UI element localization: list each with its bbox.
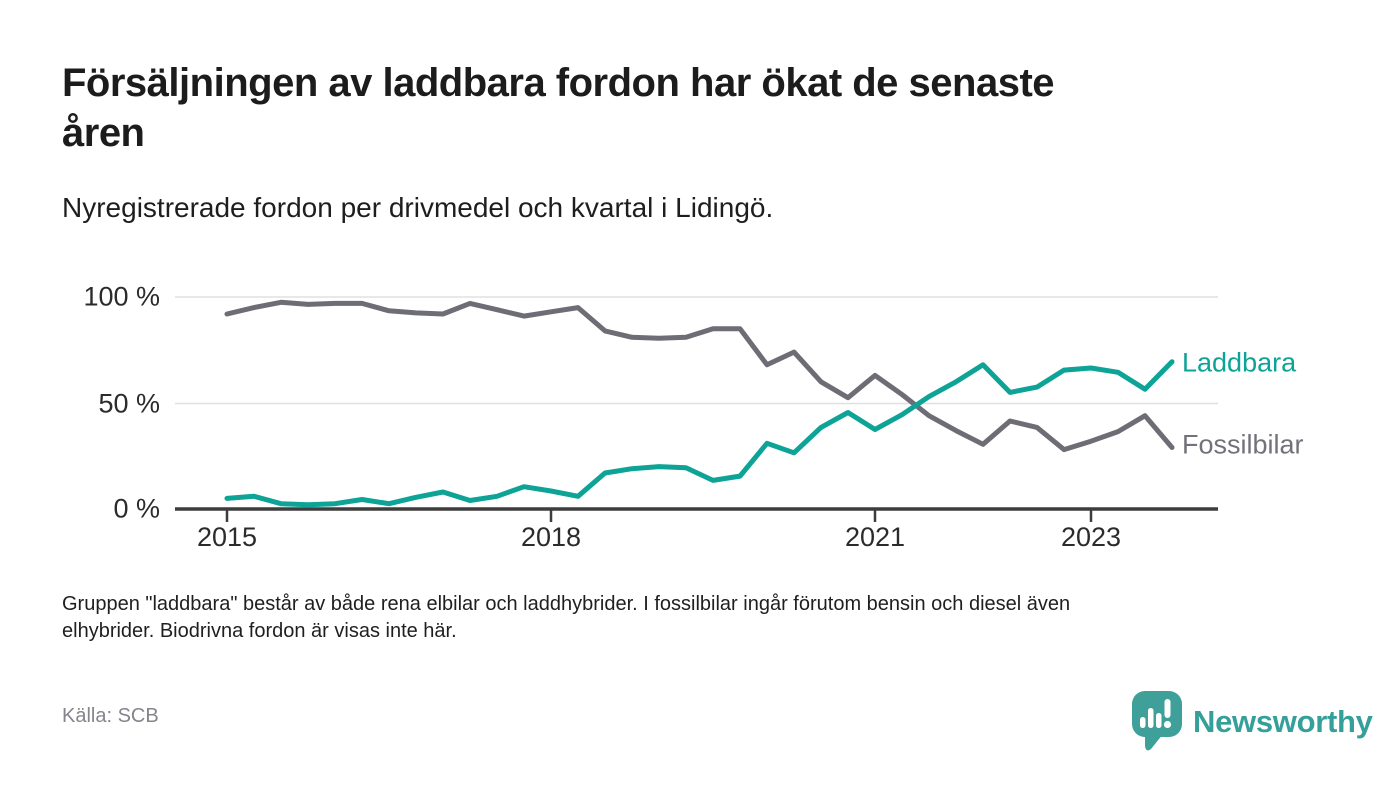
- logo-bar-3: [1156, 713, 1162, 728]
- logo-bar-1: [1140, 717, 1146, 728]
- logo-exclamation-dot: [1163, 720, 1172, 729]
- newsworthy-logo-icon: [1132, 691, 1182, 751]
- chart-subtitle: Nyregistrerade fordon per drivmedel och …: [62, 192, 774, 223]
- chart-lines: [224, 299, 1175, 508]
- chart-footnote-line1: Gruppen "laddbara" består av både rena e…: [62, 593, 1071, 615]
- legend-label-fossilbilar: Fossilbilar: [1182, 429, 1304, 460]
- logo-exclamation-stroke: [1164, 699, 1171, 718]
- logo-bubble-tail: [1145, 734, 1163, 751]
- series-line-fossilbilar: [224, 299, 1175, 453]
- y-axis-label-100: 100 %: [83, 281, 160, 312]
- x-axis-label-2015: 2015: [196, 522, 258, 552]
- source-label: Källa: SCB: [62, 705, 159, 727]
- line-chart: [175, 296, 1218, 522]
- chart-footnote-line2: elhybrider. Biodrivna fordon är visas in…: [62, 620, 457, 642]
- y-axis-label-0: 0 %: [113, 493, 160, 524]
- newsworthy-logo: Newsworthy: [1131, 690, 1373, 752]
- x-axis-label-2021: 2021: [844, 522, 906, 552]
- x-axis-label-2018: 2018: [520, 522, 582, 552]
- chart-footnote: Gruppen "laddbara" består av både rena e…: [62, 591, 1362, 645]
- logo-bar-2: [1148, 708, 1154, 728]
- page-title-line2: åren: [62, 111, 145, 155]
- newsworthy-logo-text: Newsworthy: [1193, 704, 1373, 739]
- x-axis-label-2023: 2023: [1060, 522, 1122, 552]
- legend-label-laddbara: Laddbara: [1182, 347, 1297, 378]
- page-title-line1: Försäljningen av laddbara fordon har öka…: [62, 61, 1055, 105]
- page-title: Försäljningen av laddbara fordon har öka…: [62, 58, 1352, 158]
- y-axis-label-50: 50 %: [98, 388, 160, 419]
- series-line-laddbara: [224, 359, 1175, 508]
